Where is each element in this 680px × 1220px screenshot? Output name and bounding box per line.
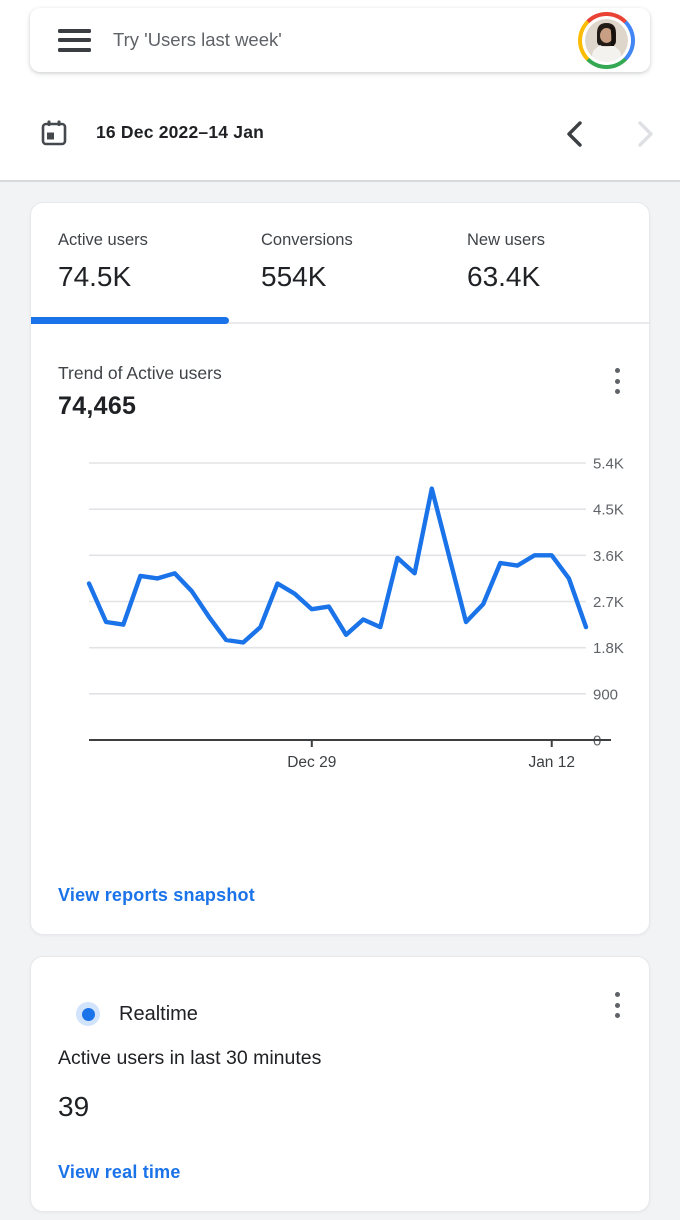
metric-label: Conversions bbox=[261, 231, 353, 249]
avatar-photo bbox=[585, 18, 628, 62]
metric-value: 63.4K bbox=[467, 261, 541, 292]
realtime-title: Realtime bbox=[119, 1003, 198, 1025]
trend-card-menu-icon[interactable] bbox=[603, 361, 631, 401]
x-axis-tick-label: Jan 12 bbox=[528, 754, 575, 771]
metric-label: Active users bbox=[58, 231, 148, 249]
trend-chart-title: Trend of Active users bbox=[58, 363, 222, 383]
realtime-card: Realtime Active users in last 30 minutes… bbox=[30, 956, 650, 1212]
view-real-time-link[interactable]: View real time bbox=[58, 1162, 181, 1182]
overview-card: Active users 74.5K Conversions 554K New … bbox=[30, 202, 651, 935]
avatar-person-illustration bbox=[585, 18, 628, 62]
trend-total-value: 74,465 bbox=[58, 392, 137, 420]
realtime-subtitle: Active users in last 30 minutes bbox=[58, 1047, 322, 1069]
view-reports-snapshot-link[interactable]: View reports snapshot bbox=[58, 885, 255, 905]
avatar-ring-gap bbox=[582, 15, 631, 65]
realtime-card-menu-icon[interactable] bbox=[603, 985, 631, 1025]
account-avatar[interactable] bbox=[578, 11, 635, 69]
active-users-trend-line bbox=[86, 486, 589, 645]
hamburger-menu-icon[interactable] bbox=[58, 23, 91, 57]
realtime-status-icon bbox=[76, 1002, 100, 1026]
search-placeholder[interactable]: Try 'Users last week' bbox=[113, 29, 282, 50]
next-period-chevron-icon[interactable] bbox=[628, 118, 660, 150]
date-range-bar: 16 Dec 2022–14 Jan bbox=[0, 110, 680, 158]
metric-label: New users bbox=[467, 231, 545, 249]
search-bar[interactable]: Try 'Users last week' bbox=[30, 8, 650, 72]
calendar-icon bbox=[41, 120, 67, 146]
app-header: Try 'Users last week' bbox=[0, 0, 680, 182]
active-tab-indicator bbox=[31, 317, 229, 324]
date-range-label[interactable]: 16 Dec 2022–14 Jan bbox=[96, 122, 265, 142]
previous-period-chevron-icon[interactable] bbox=[560, 118, 592, 150]
metric-value: 554K bbox=[261, 261, 327, 292]
y-axis-tick-label: 3.6K bbox=[593, 548, 624, 565]
y-axis-tick-label: 5.4K bbox=[593, 456, 624, 473]
y-axis-tick-label: 1.8K bbox=[593, 640, 624, 657]
y-axis-tick-label: 4.5K bbox=[593, 502, 624, 519]
realtime-value: 39 bbox=[58, 1091, 90, 1122]
metric-value: 74.5K bbox=[58, 261, 132, 292]
tabs-divider bbox=[31, 322, 651, 324]
y-axis-tick-label: 2.7K bbox=[593, 594, 624, 611]
y-axis-tick-label: 900 bbox=[593, 686, 618, 703]
x-axis-tick-label: Dec 29 bbox=[287, 754, 336, 771]
